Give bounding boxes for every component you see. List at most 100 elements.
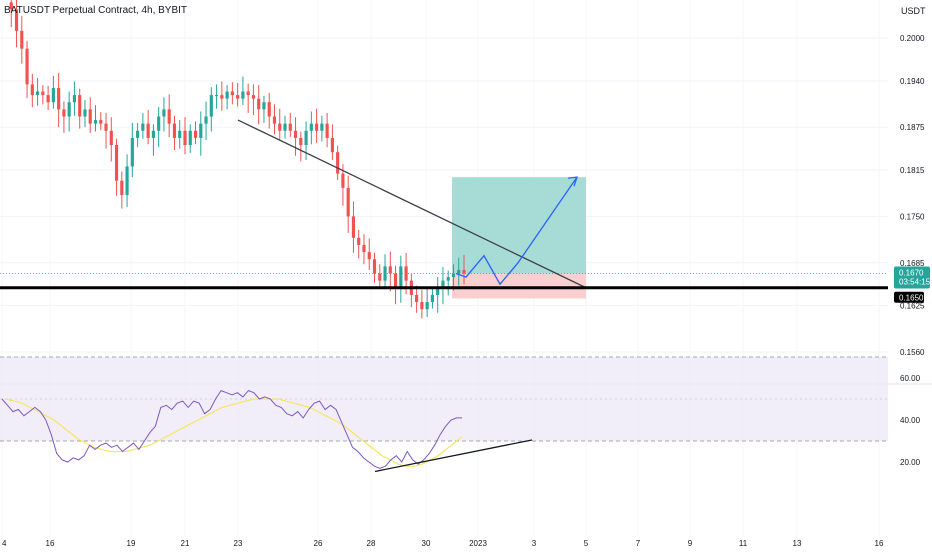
candle-body (178, 130, 182, 138)
rsi-tick-label: 40.00 (900, 416, 921, 425)
candle-body (420, 302, 424, 310)
rsi-tick-label: 60.00 (900, 374, 921, 383)
price-tick-label: 0.1875 (900, 123, 925, 132)
candle-body (204, 116, 208, 124)
candle-body (146, 123, 150, 138)
candle-body (299, 137, 303, 146)
candle-body (62, 109, 66, 117)
candle-body (72, 95, 77, 103)
candle-body (293, 130, 298, 138)
candle-body (262, 102, 266, 110)
candle-body (378, 273, 382, 281)
candle-body (20, 30, 24, 49)
projection-path (455, 176, 578, 286)
support-price-badge (894, 291, 924, 303)
projection-arrowhead (567, 176, 578, 187)
candle-body (257, 98, 261, 110)
candle-body (57, 87, 61, 110)
currency-label: USDT (901, 6, 926, 16)
current-price-badge (894, 266, 930, 289)
candle-body (399, 266, 403, 288)
time-tick-label: 9 (688, 539, 693, 548)
candle-body (120, 180, 124, 195)
rsi-divergence-line (374, 439, 533, 473)
candle-body (404, 266, 408, 281)
candle-body (451, 273, 456, 278)
candle-body (283, 123, 287, 131)
rsi-tick-label: 20.00 (900, 458, 921, 467)
support-price-label: 0.1650 (899, 293, 924, 302)
candle-body (151, 130, 155, 138)
candle-body (457, 269, 461, 274)
candle-body (109, 130, 113, 146)
time-tick-label: 16 (46, 539, 55, 548)
candle-body (241, 91, 245, 99)
candle-body (267, 102, 271, 117)
candle-body (446, 277, 450, 281)
candle-body (325, 123, 329, 138)
candle-body (278, 123, 282, 131)
candle-body (336, 152, 340, 174)
time-tick-label: 3 (532, 539, 537, 548)
candle-body (41, 91, 45, 96)
candle-body (230, 91, 234, 96)
candle-body (315, 123, 319, 131)
candle-body (393, 273, 398, 288)
time-tick-label: 5 (584, 539, 589, 548)
candle-body (172, 123, 177, 138)
candle-body (136, 130, 140, 138)
time-tick-label: 28 (367, 539, 376, 548)
candle-body (462, 269, 466, 274)
time-tick-label: 7 (636, 539, 641, 548)
time-tick-label: 16 (875, 539, 884, 548)
candle-body (357, 237, 361, 245)
candle-body (88, 109, 92, 124)
candles-group (9, 0, 466, 319)
price-tick-label: 0.1815 (900, 166, 925, 175)
candle-body (36, 91, 40, 96)
candle-body (30, 84, 34, 96)
candle-body (425, 302, 429, 310)
downtrend-line (237, 119, 587, 289)
candle-body (441, 280, 445, 288)
time-tick-label: 11 (739, 539, 748, 548)
candle-body (351, 216, 356, 238)
price-tick-label: 0.1625 (900, 302, 925, 311)
candle-body (362, 244, 366, 253)
candle-body (104, 123, 108, 131)
candle-body (367, 252, 371, 260)
candle-body (25, 48, 29, 85)
time-tick-label: 26 (314, 539, 323, 548)
candle-body (125, 166, 129, 195)
price-tick-label: 0.1560 (900, 348, 925, 357)
time-tick-label: 23 (234, 539, 243, 548)
candle-body (383, 266, 387, 281)
price-tick-label: 0.1940 (900, 77, 925, 86)
candle-body (209, 95, 213, 117)
candle-body (14, 9, 19, 31)
candle-body (251, 95, 256, 99)
candle-body (236, 95, 240, 99)
candle-body (199, 123, 203, 138)
candle-body (46, 95, 50, 103)
candle-body (272, 116, 277, 124)
candle-body (436, 287, 440, 295)
candle-body (99, 120, 103, 124)
candle-body (288, 123, 292, 131)
candle-body (220, 95, 224, 99)
candle-body (83, 109, 87, 117)
price-tick-label: 0.1685 (900, 259, 925, 268)
candle-body (162, 109, 166, 117)
price-tick-label: 0.2000 (900, 34, 925, 43)
time-tick-label: 2023 (469, 539, 487, 548)
countdown-label: 03:54:15 (899, 278, 931, 287)
time-tick-label: 4 (2, 539, 7, 548)
candle-body (188, 130, 192, 146)
profit-zone (452, 177, 586, 274)
candle-body (183, 130, 187, 146)
rsi-ma-line (5, 398, 463, 467)
candle-body (93, 120, 98, 124)
candle-body (304, 130, 308, 146)
